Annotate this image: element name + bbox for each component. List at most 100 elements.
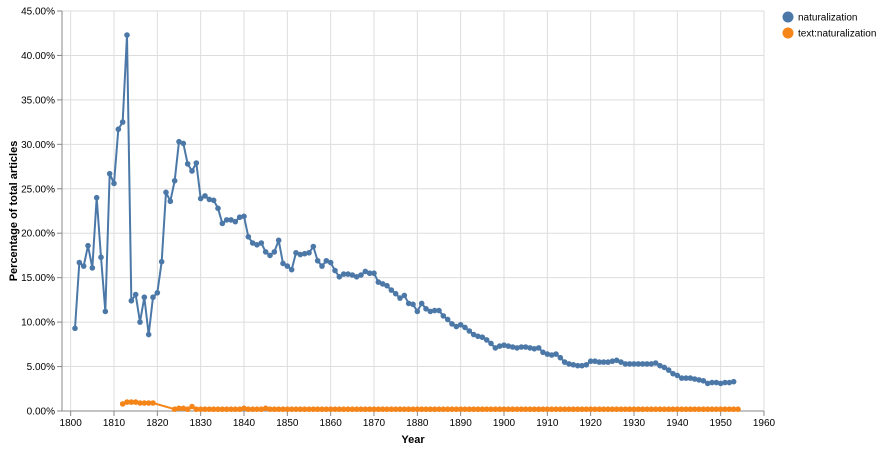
- x-tick-label: 1810: [103, 418, 126, 429]
- y-tick-label: 5.00%: [27, 362, 55, 373]
- data-point: [392, 290, 399, 297]
- data-point: [119, 401, 126, 407]
- data-point: [145, 331, 152, 338]
- series-line: [74, 34, 734, 385]
- data-point: [457, 321, 464, 328]
- data-point: [483, 406, 490, 413]
- data-point: [327, 406, 334, 413]
- data-point: [98, 254, 104, 261]
- data-point: [449, 321, 455, 327]
- data-point: [592, 406, 598, 413]
- data-point: [319, 406, 325, 413]
- data-point: [397, 406, 403, 413]
- data-point: [371, 270, 377, 277]
- data-point: [527, 406, 533, 413]
- data-point: [514, 345, 520, 351]
- data-point: [124, 32, 130, 38]
- data-point: [128, 399, 135, 405]
- data-point: [440, 313, 447, 319]
- data-point: [462, 406, 468, 413]
- data-point: [228, 406, 234, 413]
- data-point: [670, 406, 676, 413]
- data-point: [470, 406, 477, 413]
- data-point: [189, 168, 195, 174]
- data-point: [449, 406, 455, 413]
- x-tick-label: 1930: [623, 418, 646, 429]
- data-point: [362, 406, 369, 413]
- data-point: [691, 376, 698, 382]
- x-tick-label: 1820: [146, 418, 169, 429]
- data-point: [206, 196, 213, 203]
- data-point: [340, 406, 347, 413]
- data-point: [531, 345, 538, 352]
- y-tick-label: 40.00%: [21, 51, 55, 62]
- data-point: [124, 399, 130, 405]
- data-point: [349, 406, 356, 413]
- data-point: [423, 406, 429, 413]
- series-text-naturalization: [119, 399, 741, 413]
- data-point: [241, 213, 247, 220]
- data-point: [202, 406, 208, 413]
- data-point: [388, 287, 395, 293]
- data-point: [605, 406, 611, 413]
- data-point: [644, 406, 650, 413]
- data-point: [384, 282, 390, 289]
- data-point: [210, 197, 217, 204]
- data-point: [275, 237, 282, 244]
- data-point: [245, 233, 252, 240]
- data-point: [379, 406, 386, 413]
- data-point: [280, 260, 286, 267]
- data-point: [219, 406, 226, 413]
- data-point: [310, 243, 317, 250]
- x-tick-label: 1800: [60, 418, 83, 429]
- data-point: [713, 406, 720, 413]
- legend-label: text:naturalization: [798, 29, 876, 40]
- data-point: [397, 295, 403, 301]
- data-point: [479, 334, 486, 341]
- data-point: [141, 294, 148, 301]
- data-point: [85, 242, 91, 249]
- data-point: [171, 406, 178, 413]
- data-point: [306, 406, 312, 413]
- x-tick-label: 1830: [190, 418, 213, 429]
- data-point: [544, 351, 551, 357]
- x-tick-label: 1900: [493, 418, 516, 429]
- data-point: [683, 375, 689, 381]
- data-point: [700, 406, 707, 413]
- data-point: [470, 331, 477, 338]
- data-point: [180, 405, 187, 412]
- data-point: [206, 406, 213, 413]
- data-point: [163, 189, 169, 196]
- data-point: [384, 406, 390, 413]
- data-point: [327, 259, 334, 266]
- data-point: [401, 406, 408, 413]
- data-point: [232, 406, 239, 413]
- data-point: [345, 406, 351, 413]
- data-point: [106, 170, 113, 177]
- data-point: [540, 349, 546, 356]
- data-point: [215, 205, 221, 212]
- data-point: [215, 406, 221, 413]
- data-point: [280, 406, 286, 413]
- data-point: [661, 364, 668, 371]
- data-point: [704, 406, 711, 413]
- data-point: [540, 406, 546, 413]
- data-point: [626, 406, 633, 413]
- data-point: [652, 360, 659, 366]
- data-point: [722, 406, 728, 413]
- data-point: [345, 271, 351, 277]
- data-point: [561, 359, 568, 365]
- data-point: [210, 406, 217, 413]
- data-point: [535, 406, 542, 413]
- data-point: [358, 272, 364, 278]
- data-point: [423, 305, 429, 312]
- data-point: [509, 406, 516, 413]
- data-point: [639, 361, 646, 367]
- x-tick-label: 1840: [233, 418, 256, 429]
- data-point: [505, 406, 512, 413]
- data-point: [527, 345, 533, 351]
- data-point: [665, 367, 672, 373]
- data-point: [557, 406, 564, 413]
- data-point: [726, 406, 733, 413]
- y-tick-label: 20.00%: [21, 229, 55, 240]
